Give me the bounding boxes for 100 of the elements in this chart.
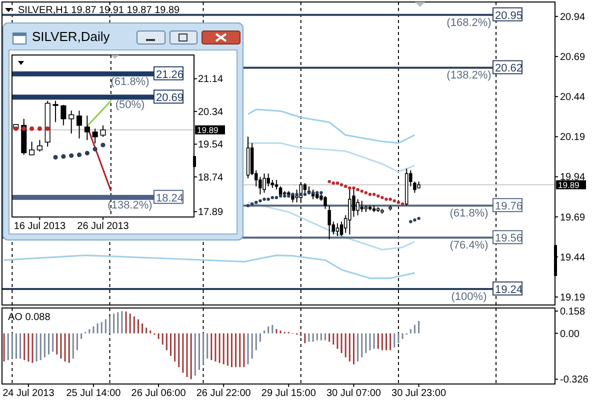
point (246, 204, 250, 208)
candlestick (356, 198, 360, 216)
point (270, 196, 274, 200)
point (413, 218, 416, 222)
candlestick (100, 124, 106, 138)
y-tick-label: 19.54 (198, 140, 224, 151)
point (356, 188, 360, 192)
annotation: (61.8%) (450, 208, 488, 220)
y-tick-label: 20.69 (560, 52, 586, 64)
annotation: (100%) (451, 290, 487, 303)
point (364, 191, 368, 194)
point (274, 196, 278, 200)
x-tick-label: 24 Jul 2013 (2, 388, 55, 399)
point (84, 150, 90, 156)
y-tick-label: 20.94 (560, 12, 586, 23)
point (295, 192, 298, 196)
point (400, 202, 404, 206)
point (291, 192, 294, 196)
y-tick-label: 20.44 (560, 92, 586, 104)
y-tick-label: 0.158 (560, 306, 586, 318)
annotation: (138.2%) (108, 199, 152, 212)
point (348, 186, 352, 190)
candlestick (29, 141, 35, 156)
point (316, 191, 319, 194)
y-tick-label: -0.326 (560, 374, 589, 386)
x-tick-label: 26 Jul 2013 (77, 221, 130, 232)
chart-title: SILVER,H1 19.87 19.91 19.87 19.89 (18, 5, 180, 16)
point (69, 153, 74, 158)
candlestick (36, 140, 42, 152)
y-tick-label: 19.44 (560, 252, 586, 264)
point (22, 126, 26, 131)
point (299, 192, 302, 196)
point (372, 192, 376, 196)
candlestick (328, 205, 331, 240)
candlestick (76, 110, 82, 139)
y-tick-label: 0.00 (560, 328, 580, 340)
annotation: (138.2%) (446, 70, 492, 82)
ref-line-label: 20.95 (495, 10, 523, 22)
y-tick-label: 20.34 (198, 106, 224, 118)
candlestick (52, 100, 58, 123)
ref-line-label: 19.76 (495, 200, 523, 213)
x-tick-label: 29 Jul 15:00 (261, 388, 316, 399)
ref-line-label: 20.62 (495, 62, 523, 75)
point (380, 196, 384, 200)
candlestick (278, 186, 282, 196)
point (45, 126, 50, 131)
point (384, 198, 388, 201)
point (262, 198, 266, 201)
point (29, 126, 34, 131)
ref-line-label: 19.56 (495, 232, 523, 245)
annotation: (168.2%) (446, 16, 492, 29)
point (61, 154, 66, 159)
candlestick (84, 115, 90, 141)
annotation: (50%) (115, 99, 145, 112)
candlestick (336, 222, 340, 237)
x-tick-label: 30 Jul 23:00 (392, 388, 446, 399)
y-tick-label: 17.89 (198, 207, 224, 218)
point (250, 202, 254, 206)
point (254, 200, 258, 204)
x-tick-label: 26 Jul 22:00 (196, 388, 252, 399)
candlestick (324, 195, 327, 210)
line-series (247, 108, 416, 144)
point (332, 182, 335, 185)
point (266, 198, 270, 201)
y-tick-label: 21.14 (198, 74, 224, 86)
candlestick (262, 173, 266, 194)
point (100, 142, 106, 148)
y-tick-label: 18.74 (198, 172, 224, 184)
point (258, 199, 262, 202)
point (336, 182, 340, 185)
point (92, 146, 98, 152)
point (303, 192, 307, 196)
point (376, 194, 380, 198)
ref-line-label: 19.89 (197, 124, 219, 135)
point (368, 192, 372, 196)
ref-line-label: 21.26 (156, 68, 184, 81)
ref-line-label: 18.24 (156, 192, 184, 204)
point (287, 194, 290, 198)
point (53, 154, 58, 160)
x-tick-label: 30 Jul 07:00 (326, 388, 382, 399)
point (340, 183, 344, 186)
line-series (3, 254, 416, 280)
candlestick (68, 110, 74, 134)
ref-line-label: 20.69 (156, 92, 184, 104)
point (417, 216, 420, 220)
annotation: (61.8%) (110, 76, 150, 88)
point (76, 152, 82, 158)
line-series (247, 202, 416, 250)
point (352, 186, 356, 190)
x-tick-label: 25 Jul 14:00 (66, 388, 122, 399)
candlestick (360, 200, 364, 213)
candlestick (258, 176, 262, 195)
point (344, 184, 348, 188)
candlestick (60, 104, 66, 126)
chart-title: AO 0.088 (8, 312, 51, 323)
y-tick-label: 19.19 (560, 292, 586, 304)
y-tick-label: 20.19 (560, 132, 586, 144)
y-tick-label: 19.69 (560, 212, 586, 224)
candlestick (266, 173, 270, 187)
x-tick-label: 26 Jul 06:00 (131, 388, 186, 399)
